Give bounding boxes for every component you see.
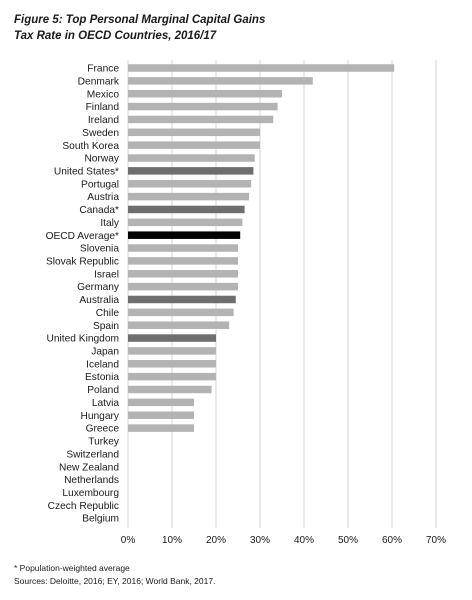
category-label: Norway [84,154,119,165]
bar [128,372,216,381]
category-label: Iceland [86,359,119,370]
category-label: Estonia [85,372,119,383]
gridlines [127,60,437,528]
category-label: Latvia [92,398,120,409]
category-label: Canada* [79,205,119,216]
category-label: United States* [54,166,119,177]
category-label: Luxembourg [62,488,119,499]
bar [128,347,216,355]
bar [128,77,313,85]
category-label: Austria [87,192,119,203]
bar [128,282,238,291]
bar [128,141,260,149]
category-label: Finland [86,102,120,113]
bar [128,218,243,227]
bar [128,102,278,111]
footnote: * Population-weighted average [14,563,130,573]
category-label: Poland [87,385,119,396]
chart-title-line-2: Tax Rate in OECD Countries, 2016/17 [14,30,217,42]
bar [128,334,216,342]
x-tick-label: 70% [426,535,446,546]
category-label: Netherlands [64,475,119,486]
x-tick-label: 0% [121,535,136,546]
bar [128,308,234,317]
category-label: Chile [96,308,120,319]
bar [128,115,274,124]
category-label: New Zealand [59,462,119,473]
category-label: Switzerland [66,449,119,460]
chart-title: Figure 5: Top Personal Marginal Capital … [14,12,265,44]
bar [128,89,282,98]
bar [128,321,230,329]
category-label: Turkey [88,437,120,448]
category-label: Hungary [80,411,119,422]
bar [128,205,245,214]
category-label: Czech Republic [48,501,119,512]
category-label: Germany [77,282,120,293]
category-label: Australia [79,295,119,306]
category-label: Italy [100,218,120,229]
bar [128,411,194,419]
category-label: Slovenia [80,244,119,255]
x-tick-label: 30% [250,535,270,546]
bar [128,64,395,72]
x-tick-label: 10% [162,535,182,546]
bar [128,270,238,278]
bar [128,257,238,265]
x-tick-label: 20% [206,535,226,546]
bar [128,360,216,368]
category-label: Portugal [81,179,119,190]
bars [128,64,395,432]
bar [128,128,260,137]
bar [128,154,255,162]
bar [128,167,254,175]
category-label: South Korea [62,141,119,152]
category-label: OECD Average* [46,231,119,242]
category-label: Ireland [88,115,119,126]
chart-title-line-1: Figure 5: Top Personal Marginal Capital … [14,14,266,26]
x-axis-ticks: 0% 10% 20% 30% 40% 50% 60% 70% [121,535,446,546]
chart-footer: * Population-weighted average Sources: D… [14,562,215,588]
category-label: United Kingdom [47,334,120,345]
category-label: Mexico [87,89,120,100]
x-tick-label: 60% [382,535,402,546]
category-label: Slovak Republic [46,257,119,268]
bar [128,231,241,239]
bar [128,244,238,252]
x-tick-label: 50% [338,535,358,546]
category-label: Israel [94,269,119,280]
bar [128,295,236,304]
sources: Sources: Deloitte, 2016; EY, 2016; World… [14,576,216,586]
category-label: Denmark [78,76,120,87]
category-label: Greece [86,424,120,435]
category-label: France [87,64,119,75]
category-label: Spain [93,321,119,332]
category-label: Belgium [82,514,119,525]
category-label: Sweden [82,128,119,139]
bar [128,398,194,407]
category-label: Japan [91,347,119,358]
bar [128,385,212,394]
bar [128,424,194,432]
bar [128,179,252,188]
bar [128,192,249,201]
x-tick-label: 40% [294,535,314,546]
